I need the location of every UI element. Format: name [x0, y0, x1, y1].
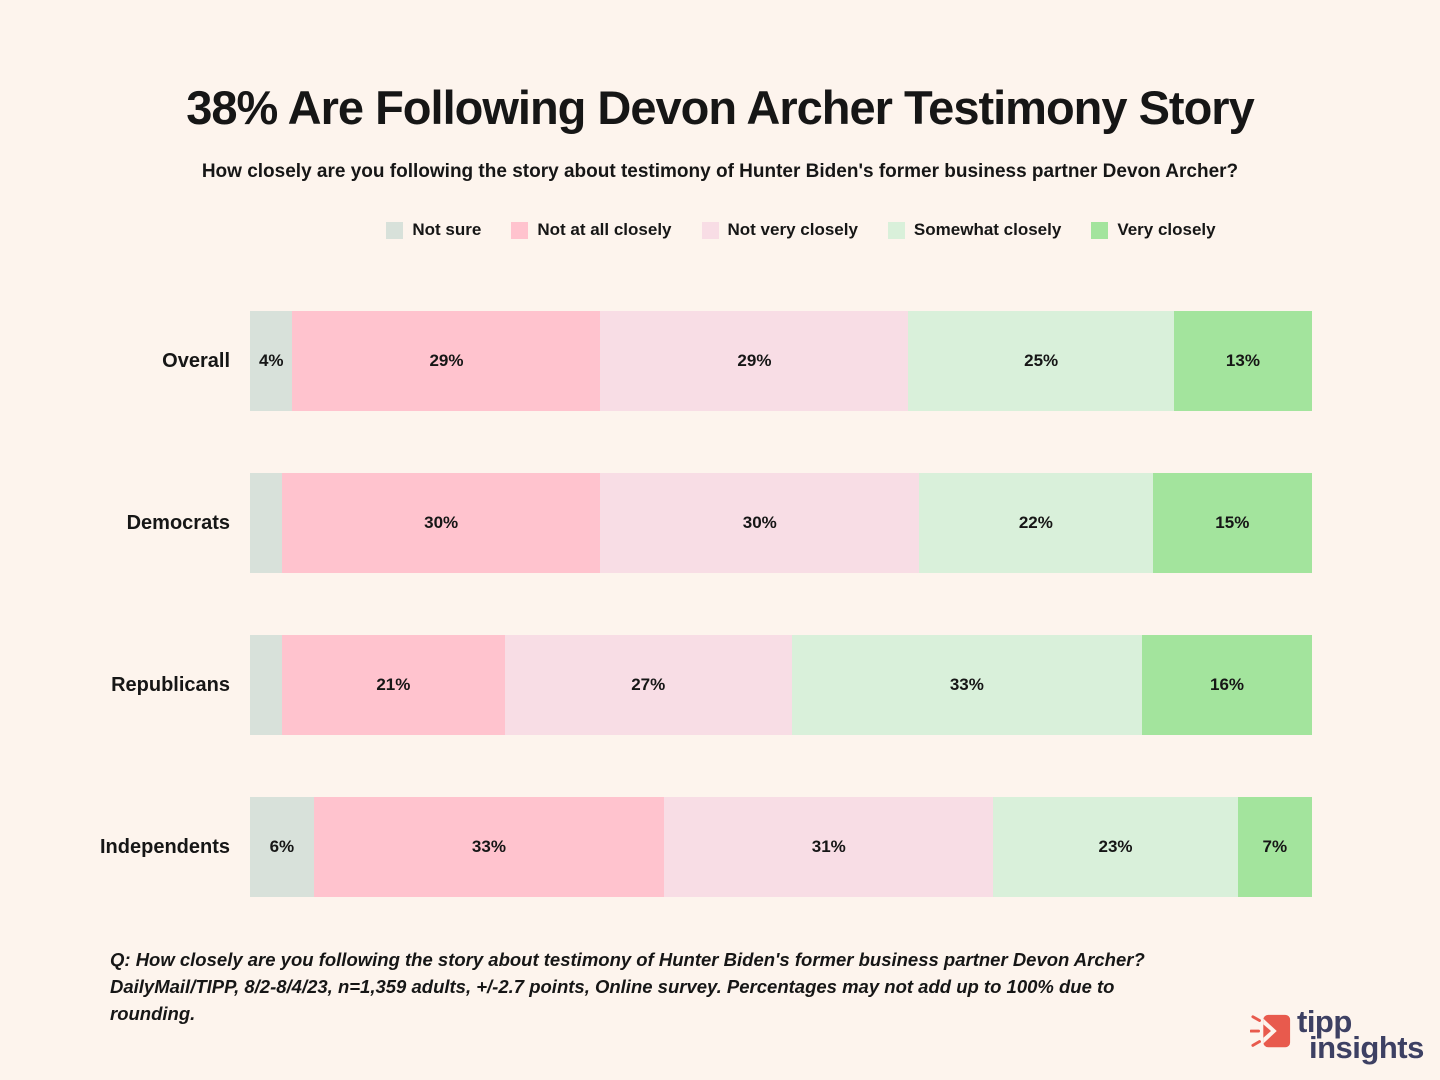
legend-swatch-icon	[701, 221, 719, 239]
segment-value-label: 30%	[742, 513, 777, 532]
legend-swatch-icon	[511, 221, 529, 239]
logo-line-tipp: tipp	[1297, 1004, 1352, 1039]
bar-segment: 30%	[600, 473, 920, 573]
logo-wordmark: tipp insights	[1297, 1004, 1424, 1065]
segment-value-label: 33%	[471, 837, 506, 856]
bar-segment	[250, 635, 282, 735]
footnote-line: rounding.	[110, 1003, 196, 1024]
segment-value-label: 13%	[1225, 351, 1260, 370]
segment-value-label: 29%	[429, 351, 464, 370]
segment-value-label: 22%	[1018, 513, 1053, 532]
chart-row: Overall 4% 29% 29% 25% 13%	[0, 311, 1440, 411]
segment-value-label: 7%	[1262, 837, 1288, 856]
segment-value-label: 23%	[1098, 837, 1133, 856]
bar-segment: 7%	[1237, 797, 1312, 897]
legend-item: Not sure	[386, 220, 481, 240]
page-title: 38% Are Following Devon Archer Testimony…	[186, 81, 1254, 134]
bar-segment: 21%	[281, 635, 505, 735]
legend-item: Somewhat closely	[887, 220, 1062, 240]
segment-value-label: 6%	[269, 837, 295, 856]
legend-item: Not at all closely	[511, 220, 672, 240]
stacked-bar-chart: Overall 4% 29% 29% 25% 13% Democrats 30% 30% 22% 1…	[0, 311, 1440, 959]
chart-row: Republicans 21% 27% 33% 16%	[0, 635, 1440, 735]
chart-row: Democrats 30% 30% 22% 15%	[0, 473, 1440, 573]
bar-segment	[250, 473, 282, 573]
category-label: Independents	[99, 835, 230, 858]
stacked-bar: 21% 27% 33% 16%	[250, 635, 1312, 735]
segment-value-label: 27%	[631, 675, 666, 694]
survey-question-subtitle: How closely are you following the story …	[201, 161, 1239, 182]
category-label: Republicans	[111, 673, 230, 696]
legend-item: Very closely	[1091, 220, 1216, 240]
bar-segment: 16%	[1142, 635, 1312, 735]
legend-label: Not very closely	[727, 220, 858, 239]
bar-segment: 13%	[1173, 311, 1312, 411]
stacked-bar: 6% 33% 31% 23% 7%	[250, 797, 1312, 897]
legend-swatch-icon	[1091, 221, 1109, 239]
bar-segment: 25%	[908, 311, 1174, 411]
bar-segment: 27%	[504, 635, 792, 735]
bar-segment: 4%	[250, 311, 293, 411]
segment-value-label: 30%	[424, 513, 459, 532]
bar-segment: 33%	[313, 797, 665, 897]
bar-segment: 23%	[993, 797, 1238, 897]
footnote-line: Q: How closely are you following the sto…	[110, 949, 1145, 970]
stacked-bar: 4% 29% 29% 25% 13%	[250, 311, 1312, 411]
segment-value-label: 33%	[949, 675, 984, 694]
bar-segment: 15%	[1152, 473, 1312, 573]
segment-value-label: 31%	[811, 837, 846, 856]
segment-value-label: 16%	[1210, 675, 1245, 694]
legend-swatch-icon	[386, 221, 404, 239]
legend-swatch-icon	[887, 221, 905, 239]
category-label: Democrats	[126, 511, 230, 534]
legend-label: Somewhat closely	[913, 220, 1062, 239]
bar-segment: 29%	[600, 311, 909, 411]
bar-segment: 30%	[281, 473, 601, 573]
legend-label: Very closely	[1117, 220, 1216, 239]
bar-segment: 31%	[664, 797, 994, 897]
legend-label: Not sure	[412, 220, 482, 239]
footnote-line: DailyMail/TIPP, 8/2-8/4/23, n=1,359 adul…	[110, 976, 1115, 997]
legend-label: Not at all closely	[537, 220, 672, 239]
segment-value-label: 29%	[737, 351, 772, 370]
segment-value-label: 21%	[376, 675, 411, 694]
stacked-bar: 30% 30% 22% 15%	[250, 473, 1312, 573]
segment-value-label: 4%	[258, 351, 284, 370]
bar-segment: 6%	[250, 797, 314, 897]
tipp-insights-logo: tipp insights	[1250, 1004, 1424, 1065]
bar-segment: 29%	[292, 311, 601, 411]
category-label: Overall	[162, 349, 230, 372]
source-footnote: Q: How closely are you following the sto…	[110, 946, 1350, 1027]
segment-value-label: 25%	[1024, 351, 1059, 370]
legend-item: Not very closely	[701, 220, 858, 240]
chart-row: Independents 6% 33% 31% 23% 7%	[0, 797, 1440, 897]
bar-segment: 33%	[791, 635, 1143, 735]
bar-segment: 22%	[919, 473, 1153, 573]
logo-line-insights: insights	[1309, 1030, 1424, 1065]
legend: Not sure Not at all closely Not very close…	[270, 220, 1332, 240]
segment-value-label: 15%	[1215, 513, 1250, 532]
tipp-arrow-icon	[1250, 1014, 1291, 1048]
